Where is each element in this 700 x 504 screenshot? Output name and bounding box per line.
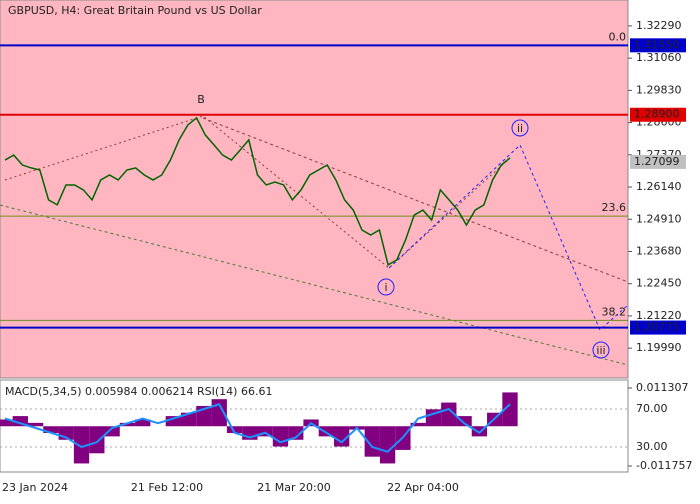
y-tick-label: 1.23680 bbox=[636, 244, 682, 257]
macd-bar bbox=[27, 422, 44, 427]
channel-line bbox=[0, 204, 629, 366]
level-box bbox=[630, 38, 686, 53]
fib-label: 38.2 bbox=[602, 305, 627, 318]
rsi-line bbox=[4, 403, 511, 453]
price-line bbox=[4, 116, 511, 266]
macd-bar bbox=[288, 426, 304, 440]
wave-label: iii bbox=[596, 344, 605, 357]
macd-bar bbox=[318, 426, 335, 437]
macd-bar bbox=[180, 412, 197, 427]
macd-bar bbox=[272, 426, 289, 447]
price-panel bbox=[0, 0, 629, 379]
macd-bar bbox=[226, 426, 243, 434]
level-label: 1.31550 bbox=[634, 38, 680, 51]
level-label: 1.20775 bbox=[634, 321, 680, 334]
y2-tick-label: 0.011307 bbox=[636, 381, 689, 394]
macd-bar bbox=[165, 416, 181, 427]
macd-bar bbox=[73, 426, 90, 464]
macd-bar bbox=[379, 426, 396, 464]
macd-bar bbox=[441, 402, 457, 427]
macd-bar bbox=[43, 426, 59, 434]
wave-label: B bbox=[197, 93, 205, 106]
y-tick-label: 1.32290 bbox=[636, 19, 682, 32]
macd-bar bbox=[456, 416, 472, 427]
y-tick-label: 1.29830 bbox=[636, 83, 682, 96]
macd-bar bbox=[12, 416, 28, 427]
macd-bar bbox=[471, 426, 488, 437]
macd-bar bbox=[334, 426, 350, 447]
macd-bar bbox=[0, 419, 13, 427]
y-tick-label: 30.00 bbox=[636, 440, 668, 453]
wave-circle bbox=[511, 119, 529, 137]
level-box bbox=[630, 154, 686, 169]
fib-label: 0.0 bbox=[609, 30, 627, 43]
macd-bar bbox=[119, 422, 136, 427]
y-tick-label: 1.21220 bbox=[636, 309, 682, 322]
chart-title: GBPUSD, H4: Great Britain Pound vs US Do… bbox=[8, 4, 262, 17]
wave-label: i bbox=[384, 281, 387, 294]
macd-bar bbox=[89, 426, 105, 454]
x-tick-label: 21 Mar 20:00 bbox=[257, 481, 330, 494]
level-label: 1.27099 bbox=[634, 155, 680, 168]
macd-bar bbox=[257, 426, 273, 437]
y-tick-label: 1.26140 bbox=[636, 180, 682, 193]
level-label: 1.28900 bbox=[634, 108, 680, 121]
y-tick-label: 70.00 bbox=[636, 402, 668, 415]
wave-circle bbox=[377, 278, 395, 296]
indicator-title: MACD(5,34,5) 0.005984 0.006214 RSI(14) 6… bbox=[5, 385, 272, 398]
y-tick-label: 1.24910 bbox=[636, 212, 682, 225]
x-tick-label: 23 Jan 2024 bbox=[2, 481, 68, 494]
y-tick-label: 1.19990 bbox=[636, 341, 682, 354]
fib-label: 23.6 bbox=[602, 201, 627, 214]
y-tick-label: 1.22450 bbox=[636, 277, 682, 290]
y-tick-label: 1.31060 bbox=[636, 51, 682, 64]
wave-circle bbox=[592, 341, 610, 359]
zigzag bbox=[4, 115, 511, 269]
level-box bbox=[630, 320, 686, 335]
macd-bar bbox=[135, 419, 151, 427]
level-box bbox=[630, 107, 686, 122]
x-tick-label: 22 Apr 04:00 bbox=[387, 481, 459, 494]
channel-line bbox=[202, 117, 629, 283]
y2-tick-label: -0.011757 bbox=[636, 459, 692, 472]
macd-bar bbox=[410, 422, 426, 427]
wave-label: ii bbox=[517, 122, 523, 135]
macd-bar bbox=[502, 392, 518, 427]
macd-bar bbox=[104, 426, 120, 437]
x-tick-label: 21 Feb 12:00 bbox=[131, 481, 203, 494]
